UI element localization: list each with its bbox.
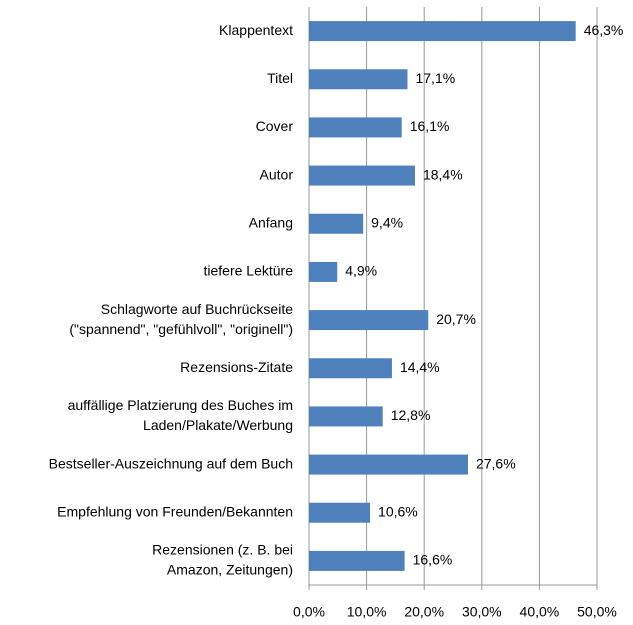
- category-label: Autor: [260, 166, 294, 182]
- bar: [309, 406, 383, 427]
- category-label: Bestseller-Auszeichnung auf dem Buch: [49, 455, 293, 471]
- category-label: Cover: [256, 118, 294, 134]
- category-label: Amazon, Zeitungen): [167, 562, 293, 578]
- value-label: 10,6%: [378, 503, 418, 519]
- category-label: Klappentext: [219, 22, 293, 38]
- x-tick-label: 50,0%: [577, 604, 617, 620]
- bar: [309, 261, 338, 282]
- value-label: 4,9%: [345, 263, 377, 279]
- value-label: 17,1%: [415, 70, 455, 86]
- x-tick-label: 20,0%: [404, 604, 444, 620]
- category-label: ("spannend", "gefühlvoll", "originell"): [69, 321, 293, 337]
- x-tick-label: 10,0%: [347, 604, 387, 620]
- category-label: Titel: [267, 70, 293, 86]
- value-label: 12,8%: [391, 407, 431, 423]
- value-label: 46,3%: [584, 22, 624, 38]
- category-label: Anfang: [249, 214, 293, 230]
- bar: [309, 21, 576, 42]
- value-label: 20,7%: [436, 311, 476, 327]
- category-label: auffällige Platzierung des Buches im: [68, 397, 293, 413]
- bar: [309, 117, 402, 138]
- category-label: Rezensionen (z. B. bei: [152, 542, 293, 558]
- value-label: 27,6%: [476, 455, 516, 471]
- bar: [309, 69, 408, 90]
- bar: [309, 358, 392, 379]
- category-label: Empfehlung von Freunden/Bekannten: [57, 503, 293, 519]
- value-label: 16,6%: [413, 552, 453, 568]
- category-label: Rezensions-Zitate: [180, 359, 293, 375]
- bar: [309, 310, 429, 331]
- value-label: 9,4%: [371, 214, 403, 230]
- bar: [309, 454, 468, 475]
- bar: [309, 165, 415, 186]
- value-label: 16,1%: [410, 118, 450, 134]
- bar: [309, 502, 371, 523]
- x-tick-label: 0,0%: [293, 604, 325, 620]
- bar: [309, 213, 364, 234]
- value-label: 14,4%: [400, 359, 440, 375]
- bar: [309, 550, 405, 571]
- x-tick-label: 30,0%: [462, 604, 502, 620]
- value-label: 18,4%: [423, 166, 463, 182]
- x-tick-label: 40,0%: [520, 604, 560, 620]
- category-label: Schlagworte auf Buchrückseite: [101, 301, 293, 317]
- category-label: Laden/Plakate/Werbung: [143, 417, 293, 433]
- category-label: tiefere Lektüre: [204, 263, 294, 279]
